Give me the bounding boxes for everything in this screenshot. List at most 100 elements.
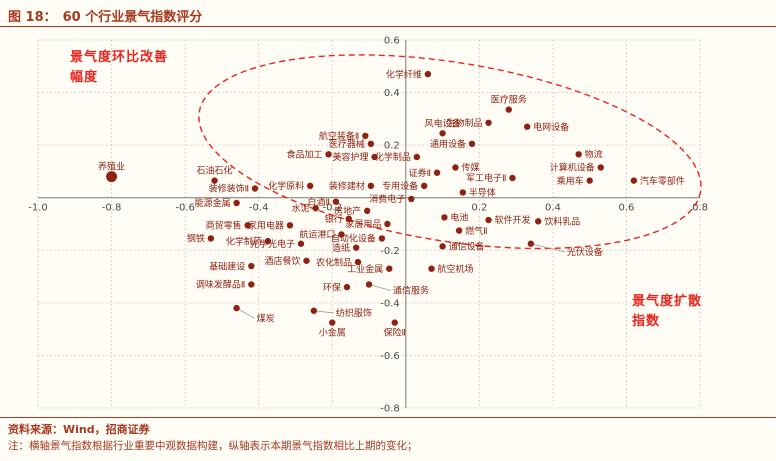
data-point-label: 保险Ⅱ: [384, 327, 406, 339]
y-tick-label: 0.4: [384, 88, 400, 99]
data-point: [371, 153, 378, 161]
data-point-label: 酒店餐饮: [264, 255, 300, 267]
highlight-ellipse: [198, 54, 702, 250]
data-point-label: 银行: [325, 213, 343, 225]
data-point-label: 家用电器: [248, 220, 284, 232]
data-point: [630, 177, 638, 184]
data-point: [354, 258, 362, 266]
data-point-label: 证券Ⅱ: [409, 167, 431, 179]
data-point-label: 农化制品: [316, 256, 352, 268]
leader-line: [530, 243, 565, 253]
data-point: [248, 281, 255, 288]
data-point: [586, 177, 593, 184]
data-point: [248, 262, 255, 270]
source-text: 资料来源：Wind，招商证券: [8, 423, 150, 436]
x-tick-label: 0.2: [471, 203, 487, 214]
data-point-label: 光伏设备: [567, 246, 603, 258]
data-point: [535, 218, 542, 225]
data-point: [408, 195, 415, 203]
data-point: [345, 215, 352, 222]
data-point: [211, 177, 218, 184]
data-point-label: 燃气Ⅱ: [465, 225, 487, 237]
data-point: [233, 304, 240, 312]
data-point: [523, 123, 531, 130]
data-point-label: 通信服务: [393, 285, 429, 297]
data-point: [297, 240, 305, 247]
data-point-label: 航空机场: [438, 263, 474, 275]
y-tick-label: -0.2: [380, 246, 400, 257]
data-point-label: 物流: [585, 149, 603, 161]
figure-title: 图 18： 60 个行业景气指数评分: [0, 0, 776, 27]
data-point-label: 电网设备: [533, 121, 569, 133]
data-point: [459, 189, 467, 196]
data-point-label: 工业金属: [347, 263, 383, 275]
leader-line: [313, 310, 334, 314]
data-point-label: 医疗服务: [491, 94, 527, 106]
data-point: [286, 222, 294, 229]
data-point-label: 装修装饰Ⅱ: [209, 183, 249, 195]
data-point-label: 石油石化: [197, 165, 233, 177]
data-point: [312, 205, 319, 212]
note-text: 注：横轴景气指数根据行业重要中观数据构建，纵轴表示本期景气指数相比上期的变化；: [8, 440, 418, 452]
data-point-label: 养殖业: [98, 161, 125, 173]
data-point: [332, 198, 340, 205]
data-point: [505, 106, 512, 113]
data-point: [452, 164, 459, 171]
data-point: [391, 319, 398, 326]
data-point-label: 煤炭: [257, 312, 275, 324]
x-tick-label: 0.6: [619, 203, 635, 214]
x-tick-label: -0.4: [249, 203, 269, 214]
data-point-label: 饮料乳品: [544, 216, 580, 228]
data-point: [575, 151, 582, 158]
data-point: [439, 243, 446, 250]
data-point: [106, 171, 118, 183]
data-point-label: 电池: [450, 212, 468, 224]
x-tick-label: -0.6: [175, 203, 195, 214]
data-point-label: 化学原料: [268, 180, 304, 192]
data-point: [527, 240, 535, 247]
data-point: [485, 216, 492, 224]
data-point-label: 汽车零部件: [640, 175, 685, 187]
data-point: [306, 182, 314, 190]
figure-title-text: 60 个行业景气指数评分: [62, 10, 203, 25]
data-point: [428, 265, 435, 272]
data-point: [244, 222, 251, 229]
data-point: [325, 151, 332, 158]
data-point: [329, 319, 336, 326]
footer-divider: [0, 417, 776, 418]
x-tick-label: -0.8: [102, 203, 122, 214]
data-point: [424, 70, 432, 78]
y-tick-label: -0.4: [380, 298, 400, 309]
data-point-label: 半导体: [469, 187, 496, 199]
annotation-improvement-axis-label: 景气度环比改善幅度: [70, 50, 169, 85]
data-point: [597, 164, 604, 171]
data-point: [384, 220, 391, 228]
data-point-label: 环保: [323, 281, 341, 293]
data-point: [365, 281, 373, 288]
data-point-label: 自动化设备: [331, 233, 376, 245]
y-tick-label: -0.6: [380, 351, 400, 362]
data-point-label: 白酒Ⅱ: [307, 196, 329, 208]
data-point-label: 纺织服饰: [336, 307, 372, 319]
data-point-label: 消费电子: [369, 193, 405, 205]
data-point-label: 乘用车: [557, 175, 584, 187]
x-tick-label: -1.0: [28, 203, 48, 214]
data-point-label: 调味发酵品Ⅱ: [196, 279, 245, 291]
data-point: [386, 265, 393, 272]
data-point: [413, 153, 421, 161]
data-point: [485, 119, 492, 126]
data-point: [363, 207, 371, 215]
x-tick-label: 0.4: [545, 203, 561, 214]
data-point: [439, 130, 446, 137]
data-point-label: 化学制药: [226, 235, 262, 247]
data-point-label: 风电设备: [425, 117, 461, 129]
data-point-label: 传媒: [461, 162, 479, 174]
data-point-label: 航空装备Ⅱ: [319, 130, 359, 142]
data-point: [251, 185, 259, 192]
data-point: [455, 227, 463, 234]
data-point: [468, 140, 476, 148]
data-point-label: 军工电子Ⅱ: [466, 172, 506, 184]
data-point: [367, 140, 375, 148]
